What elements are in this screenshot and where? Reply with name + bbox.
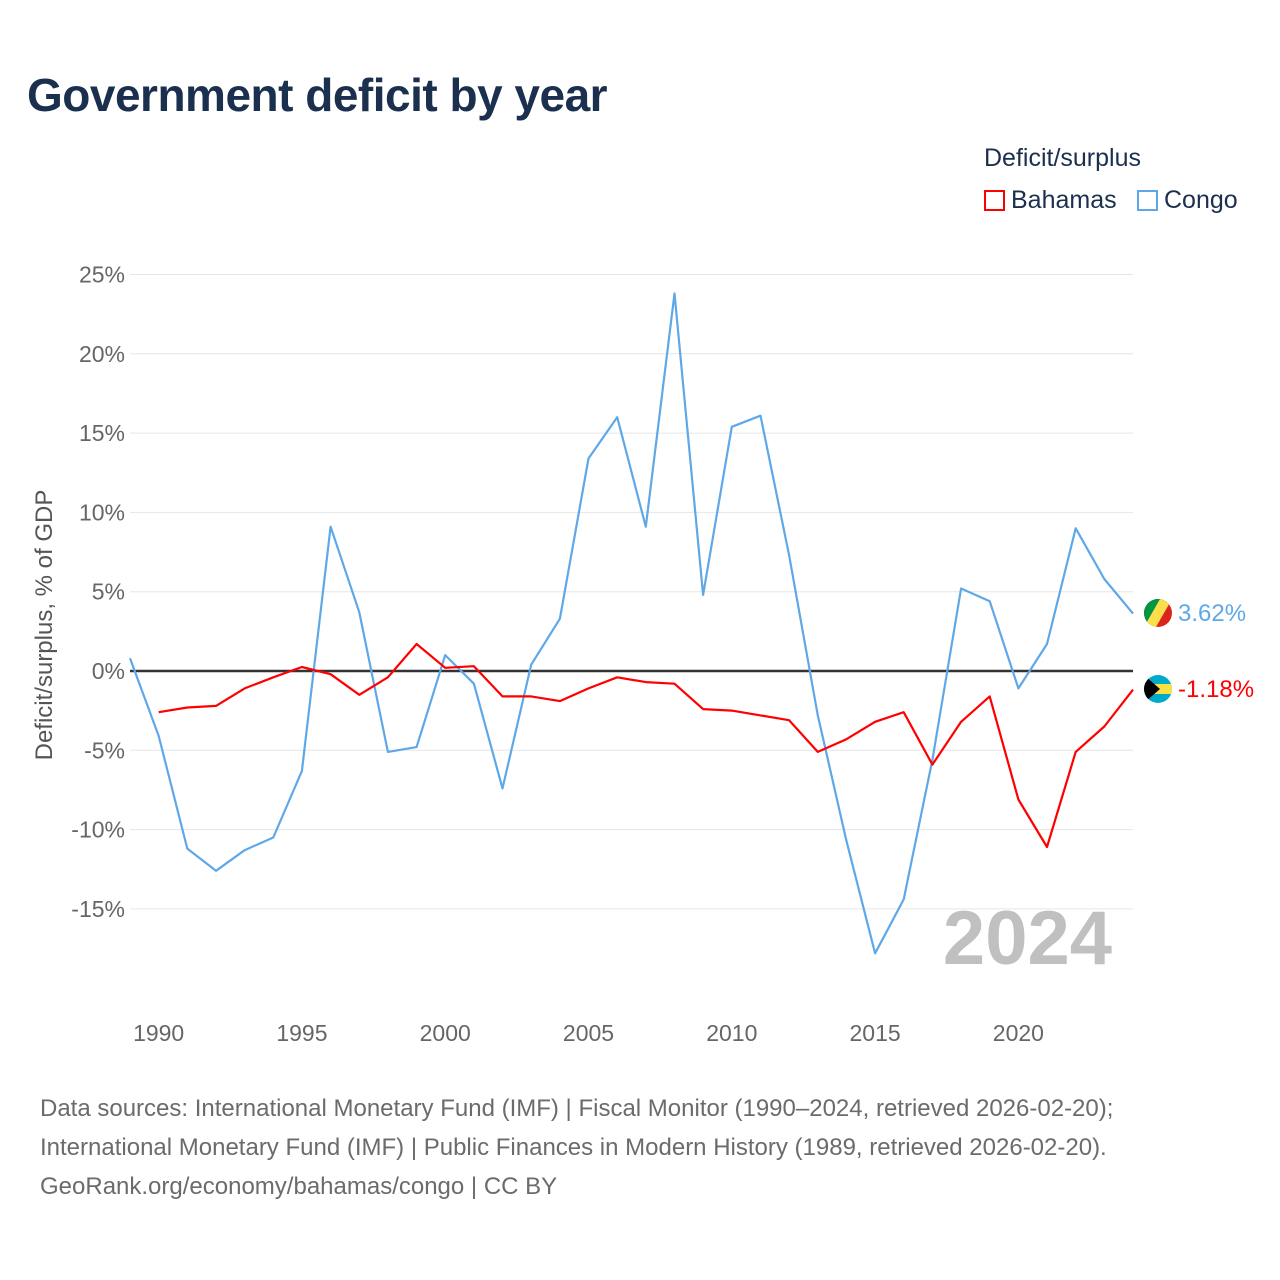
source-line-3: GeoRank.org/economy/bahamas/congo | CC B… [40,1173,558,1200]
x-tick-label: 1995 [276,1020,327,1046]
x-tick-label: 2015 [849,1020,900,1046]
legend-label-bahamas: Bahamas [1011,186,1117,214]
y-tick-label: 25% [79,262,125,288]
legend-item-congo[interactable]: Congo [1137,186,1238,215]
y-tick-label: -10% [71,817,125,843]
legend-title: Deficit/surplus [984,144,1141,172]
y-axis-label: Deficit/surplus, % of GDP [31,490,58,761]
year-watermark: 2024 [943,896,1112,981]
x-tick-label: 2005 [563,1020,614,1046]
bahamas-flag-icon [1144,675,1172,703]
legend-item-bahamas[interactable]: Bahamas [984,186,1117,215]
sources-note: Data sources: International Monetary Fun… [40,1089,1113,1206]
bahamas-end-label: -1.18% [1178,676,1254,703]
y-tick-label: 5% [92,579,125,605]
source-line-1: Data sources: International Monetary Fun… [40,1095,1114,1122]
y-tick-label: 20% [79,341,125,367]
congo-flag-icon [1144,599,1172,627]
x-tick-label: 2010 [706,1020,757,1046]
legend-swatch-congo [1137,190,1158,211]
series-line-congo [128,292,1134,955]
legend-swatch-bahamas [984,190,1005,211]
x-tick-label: 2020 [993,1020,1044,1046]
y-tick-label: 10% [79,499,125,525]
congo-end-label: 3.62% [1178,600,1246,627]
x-tick-label: 2000 [420,1020,471,1046]
y-tick-label: 0% [92,658,125,684]
legend-label-congo: Congo [1164,186,1238,214]
chart-title: Government deficit by year [27,69,608,121]
x-tick-label: 1990 [133,1020,184,1046]
y-tick-label: -15% [71,896,125,922]
source-line-2: International Monetary Fund (IMF) | Publ… [40,1134,1107,1161]
y-tick-label: -5% [84,737,125,763]
y-tick-label: 15% [79,420,125,446]
